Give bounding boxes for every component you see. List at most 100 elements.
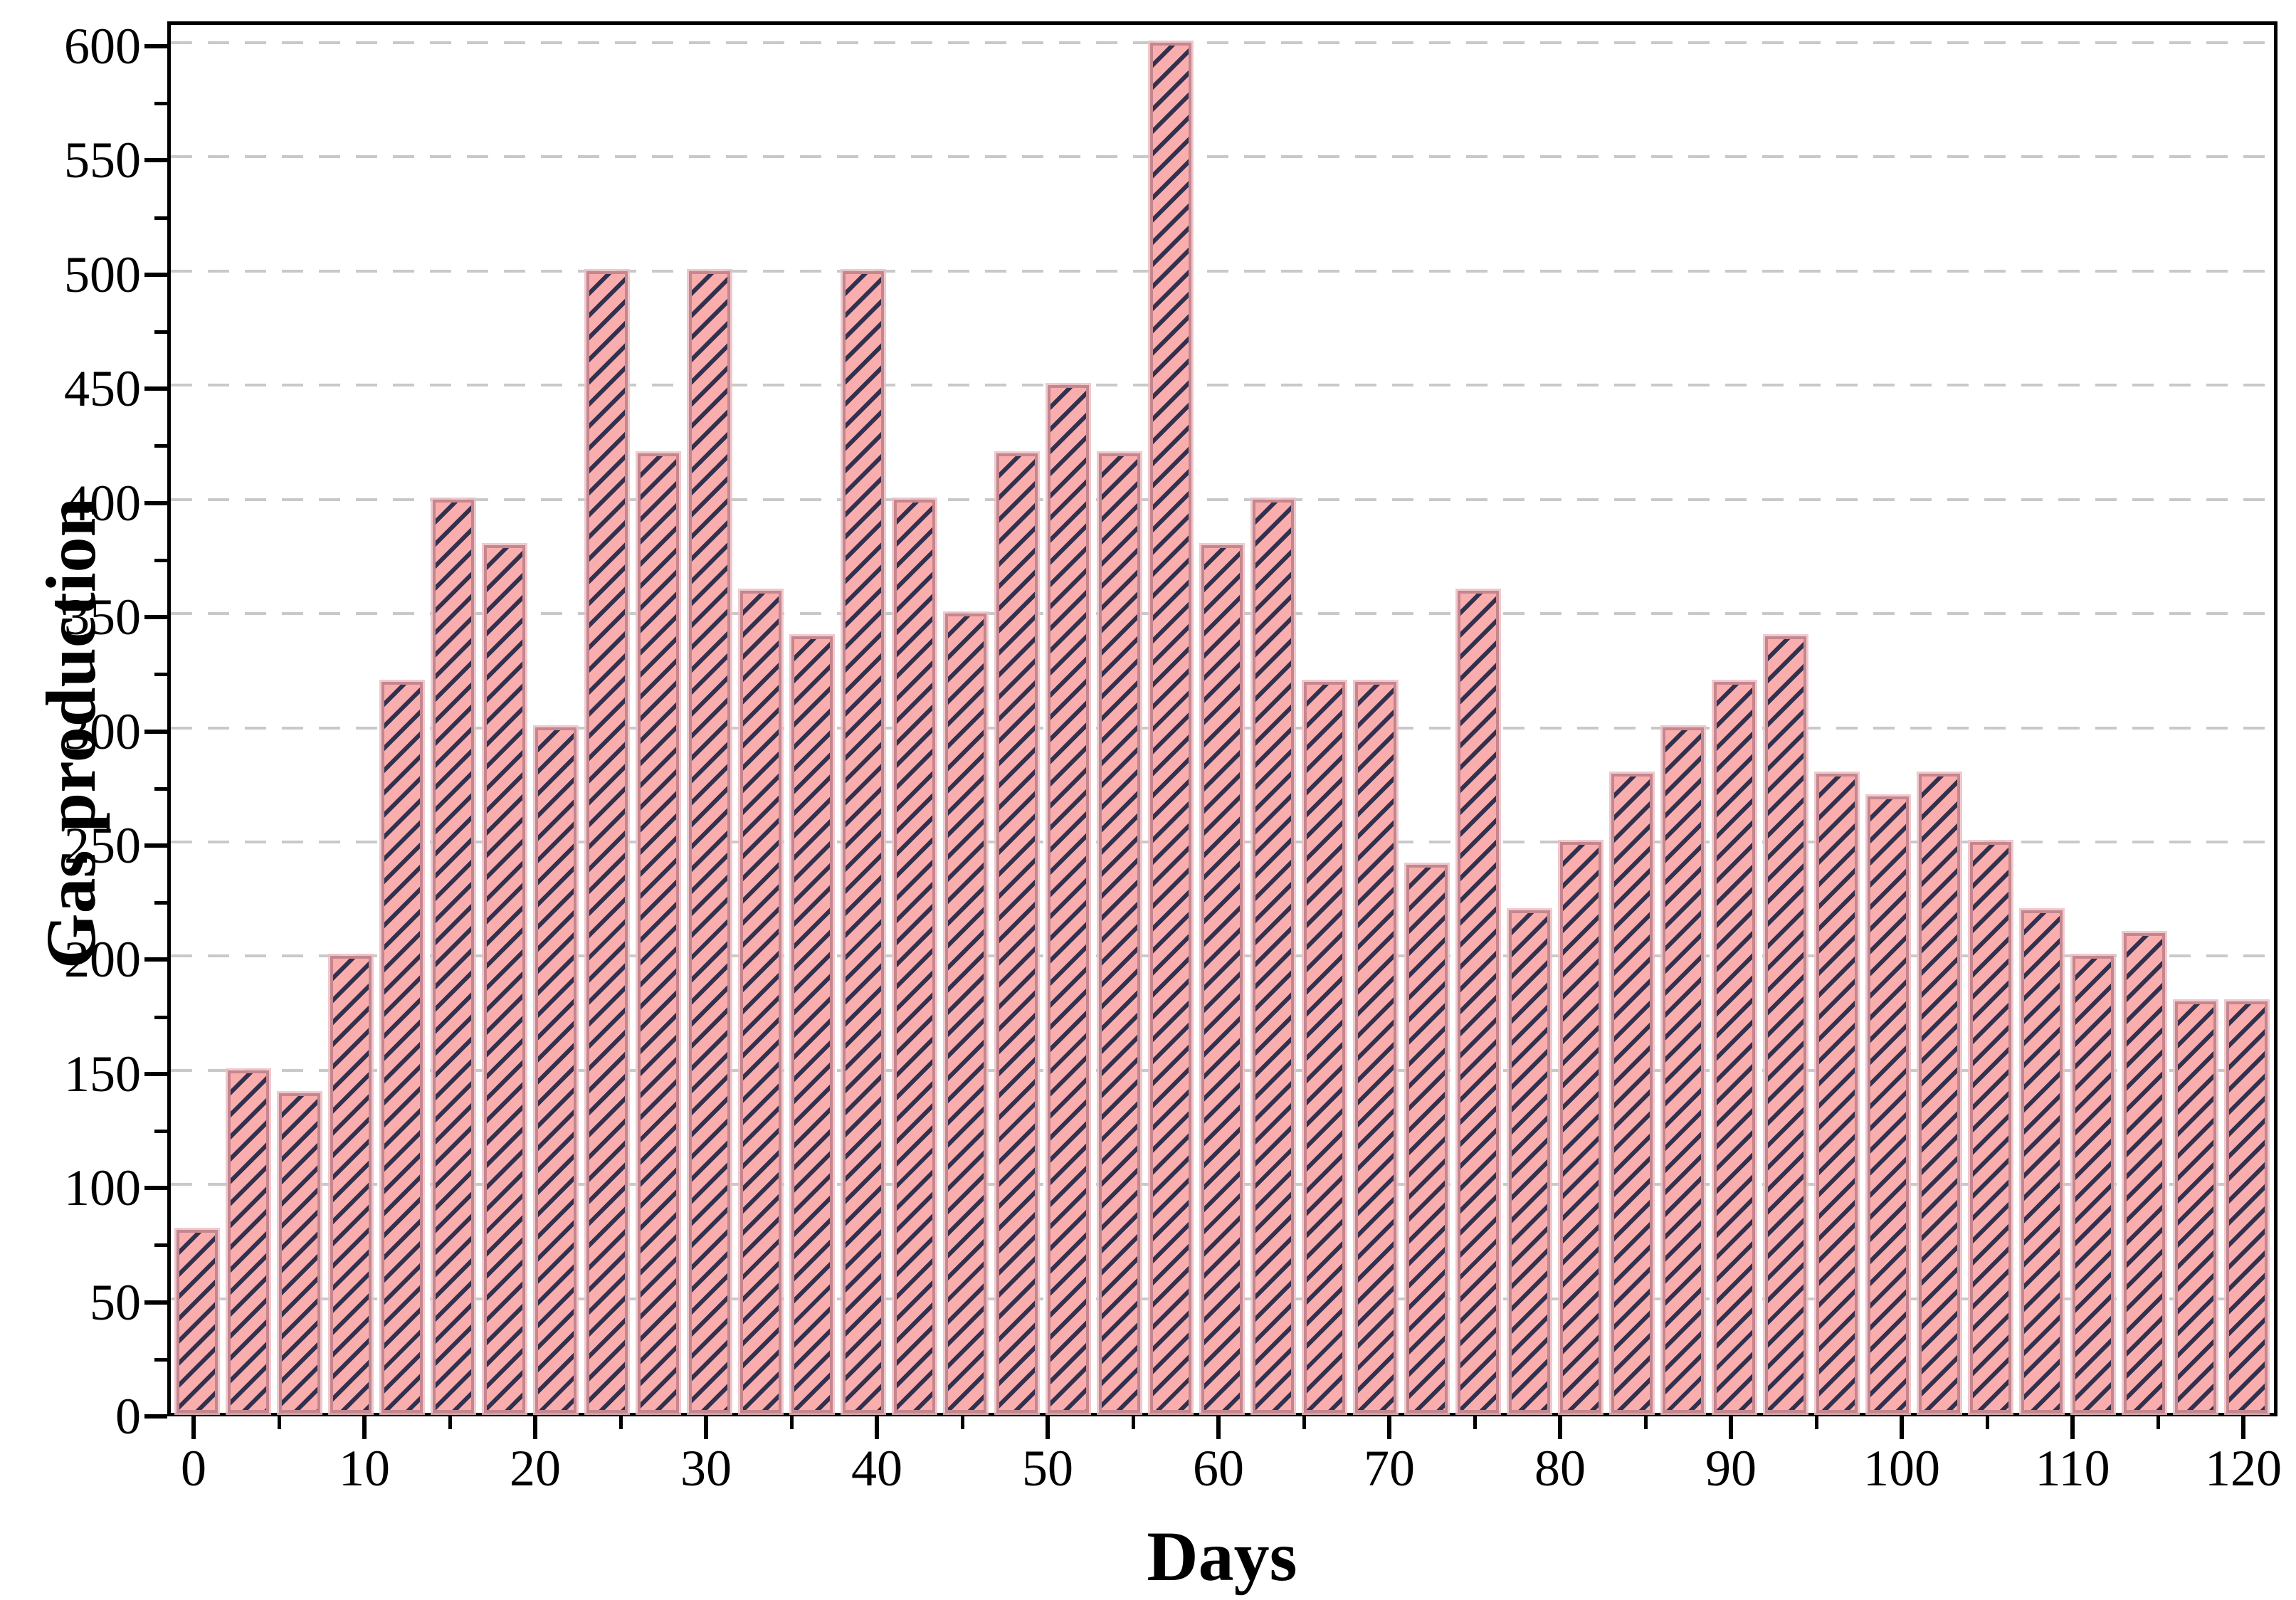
- x-minor-tick: [790, 1416, 794, 1429]
- x-minor-tick: [1132, 1416, 1135, 1429]
- x-minor-tick: [1302, 1416, 1306, 1429]
- y-minor-tick: [154, 558, 167, 562]
- y-major-tick: [144, 272, 167, 277]
- x-minor-tick: [619, 1416, 623, 1429]
- bar: [177, 1230, 218, 1413]
- y-tick-label: 500: [64, 246, 141, 303]
- bar: [330, 956, 372, 1413]
- y-tick-label: 150: [64, 1045, 141, 1102]
- y-tick-label: 450: [64, 360, 141, 418]
- y-minor-tick: [154, 330, 167, 335]
- y-minor-tick: [154, 102, 167, 106]
- bar: [638, 453, 679, 1413]
- bar: [2124, 933, 2165, 1413]
- y-tick-label: 0: [115, 1388, 141, 1445]
- plot-area: [167, 21, 2277, 1416]
- y-tick-label: 50: [90, 1273, 141, 1331]
- y-tick-label: 550: [64, 132, 141, 189]
- x-major-tick: [1046, 1416, 1050, 1439]
- y-minor-tick: [154, 901, 167, 905]
- x-major-tick: [2241, 1416, 2245, 1439]
- bar: [1201, 545, 1243, 1413]
- x-major-tick: [191, 1416, 196, 1439]
- x-tick-label: 50: [1022, 1440, 1073, 1497]
- bar: [1099, 453, 1140, 1413]
- bar: [1970, 842, 2011, 1413]
- y-tick-label: 300: [64, 702, 141, 760]
- x-major-tick: [1558, 1416, 1562, 1439]
- y-tick-label: 250: [64, 816, 141, 874]
- y-tick-label: 200: [64, 931, 141, 989]
- y-tick-label: 600: [64, 18, 141, 75]
- bar: [2226, 1001, 2268, 1413]
- x-tick-label: 60: [1193, 1440, 1244, 1497]
- y-major-tick: [144, 1300, 167, 1305]
- y-major-tick: [144, 1186, 167, 1191]
- bar: [1560, 842, 1601, 1413]
- x-tick-label: 90: [1705, 1440, 1757, 1497]
- y-gridline: [171, 498, 2274, 501]
- y-minor-tick: [154, 673, 167, 677]
- x-tick-label: 10: [339, 1440, 390, 1497]
- x-minor-tick: [1815, 1416, 1818, 1429]
- bar: [2073, 956, 2114, 1413]
- bar: [1611, 774, 1653, 1413]
- bar: [535, 727, 576, 1413]
- x-minor-tick: [278, 1416, 281, 1429]
- y-gridline: [171, 41, 2274, 44]
- bar: [1714, 682, 1755, 1413]
- bar: [945, 614, 986, 1413]
- x-tick-label: 20: [510, 1440, 561, 1497]
- bar: [1304, 682, 1345, 1413]
- x-minor-tick: [1986, 1416, 1989, 1429]
- x-tick-label: 0: [181, 1440, 206, 1497]
- bar: [1919, 774, 1960, 1413]
- y-gridline: [171, 384, 2274, 387]
- bar: [689, 271, 730, 1413]
- y-major-tick: [144, 44, 167, 48]
- x-tick-label: 100: [1863, 1440, 1940, 1497]
- bar: [1816, 774, 1858, 1413]
- y-major-tick: [144, 615, 167, 620]
- y-major-tick: [144, 957, 167, 962]
- x-major-tick: [1216, 1416, 1221, 1439]
- y-major-tick: [144, 1414, 167, 1419]
- bar: [1048, 385, 1089, 1413]
- bar: [1458, 591, 1499, 1413]
- y-gridline: [171, 155, 2274, 159]
- x-major-tick: [533, 1416, 537, 1439]
- x-tick-label: 30: [680, 1440, 732, 1497]
- bar: [279, 1093, 320, 1413]
- x-major-tick: [362, 1416, 367, 1439]
- y-tick-label: 400: [64, 474, 141, 532]
- y-major-tick: [144, 729, 167, 734]
- x-tick-label: 40: [851, 1440, 902, 1497]
- x-tick-label: 120: [2205, 1440, 2282, 1497]
- x-minor-tick: [2157, 1416, 2160, 1429]
- y-minor-tick: [154, 1243, 167, 1248]
- bar: [843, 271, 884, 1413]
- x-minor-tick: [1473, 1416, 1477, 1429]
- bar: [740, 591, 781, 1413]
- bar: [433, 500, 474, 1413]
- bar: [586, 271, 628, 1413]
- bar: [1663, 727, 1704, 1413]
- y-major-tick: [144, 500, 167, 505]
- y-minor-tick: [154, 216, 167, 220]
- y-major-tick: [144, 843, 167, 848]
- x-axis-title: Days: [1147, 1517, 1297, 1596]
- bar: [1509, 910, 1550, 1413]
- x-minor-tick: [448, 1416, 452, 1429]
- bar: [894, 500, 935, 1413]
- x-major-tick: [1387, 1416, 1391, 1439]
- y-minor-tick: [154, 1129, 167, 1133]
- y-minor-tick: [154, 444, 167, 448]
- bar: [996, 453, 1038, 1413]
- y-gridline: [171, 269, 2274, 273]
- y-major-tick: [144, 1071, 167, 1076]
- x-major-tick: [2070, 1416, 2075, 1439]
- bar: [1765, 636, 1806, 1413]
- bar: [484, 545, 525, 1413]
- bar: [791, 636, 833, 1413]
- x-major-tick: [875, 1416, 879, 1439]
